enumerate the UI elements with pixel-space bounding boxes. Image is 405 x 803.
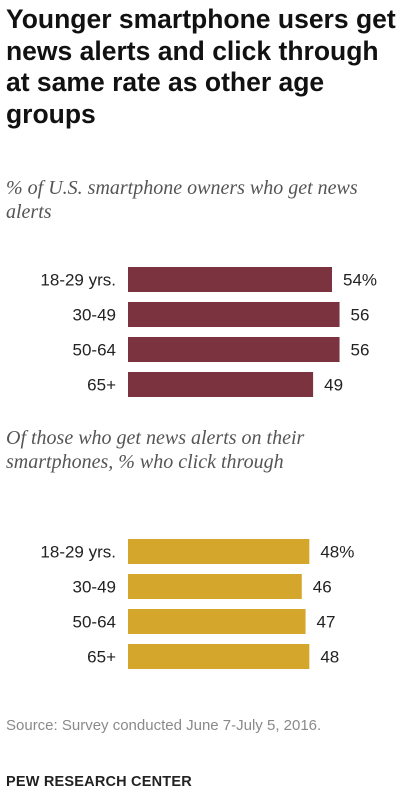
bar bbox=[128, 609, 306, 634]
value-label: 56 bbox=[351, 341, 370, 360]
chart-1-subtitle: % of U.S. smartphone owners who get news… bbox=[6, 177, 358, 223]
chart-2-subtitle: Of those who get news alerts on their sm… bbox=[6, 427, 305, 473]
bar bbox=[128, 372, 314, 397]
category-label: 50-64 bbox=[73, 613, 116, 632]
chart-title: Younger smartphone users get news alerts… bbox=[6, 4, 396, 129]
category-label: 30-49 bbox=[73, 578, 116, 597]
category-label: 65+ bbox=[87, 648, 116, 667]
value-label: 46 bbox=[313, 578, 332, 597]
bar bbox=[128, 539, 310, 564]
category-label: 18-29 yrs. bbox=[40, 271, 116, 290]
category-label: 50-64 bbox=[73, 341, 116, 360]
value-label: 48% bbox=[320, 543, 354, 562]
bar bbox=[128, 644, 310, 669]
source-note: Source: Survey conducted June 7-July 5, … bbox=[6, 717, 322, 734]
category-label: 30-49 bbox=[73, 306, 116, 325]
bar bbox=[128, 302, 340, 327]
value-label: 56 bbox=[351, 306, 370, 325]
value-label: 48 bbox=[320, 648, 339, 667]
category-label: 65+ bbox=[87, 376, 116, 395]
bar bbox=[128, 574, 302, 599]
bar bbox=[128, 267, 332, 292]
bar bbox=[128, 337, 340, 362]
value-label: 49 bbox=[324, 376, 343, 395]
value-label: 47 bbox=[317, 613, 336, 632]
category-label: 18-29 yrs. bbox=[40, 543, 116, 562]
pew-logo: PEW RESEARCH CENTER bbox=[6, 774, 192, 790]
value-label: 54% bbox=[343, 271, 377, 290]
